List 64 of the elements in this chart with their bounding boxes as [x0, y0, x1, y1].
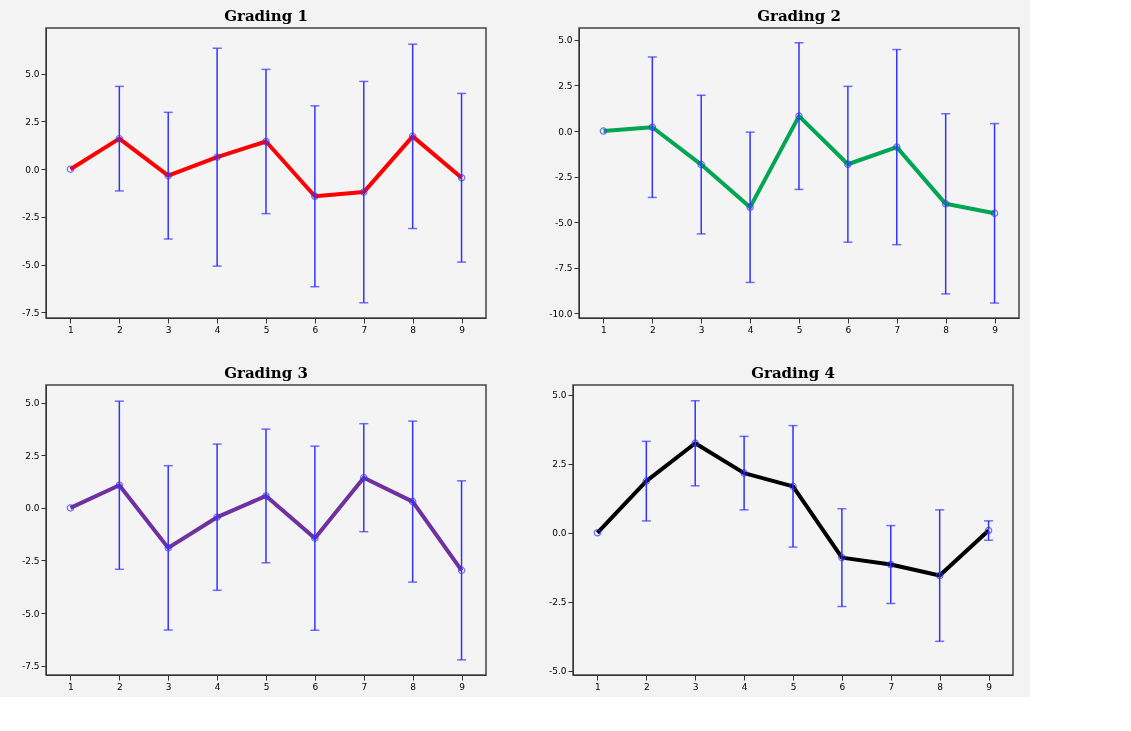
- x-tick-label: 5: [790, 681, 797, 692]
- x-tick-label: 4: [741, 681, 748, 692]
- x-tick-label: 3: [165, 681, 172, 692]
- x-tick-label: 4: [747, 324, 754, 335]
- y-tick-label: 2.5: [552, 459, 567, 470]
- y-tick-label: 2.5: [558, 80, 573, 91]
- x-tick-label: 9: [986, 681, 993, 692]
- y-tick-label: 5.0: [25, 69, 40, 80]
- x-tick-label: 8: [410, 324, 417, 335]
- y-tick-label: 0.0: [558, 126, 573, 137]
- x-tick-label: 6: [312, 324, 319, 335]
- y-tick-label: -5.0: [21, 608, 40, 619]
- y-tick-label: 2.5: [25, 116, 40, 127]
- x-tick-label: 7: [888, 681, 895, 692]
- y-tick-label: -2.5: [21, 212, 40, 223]
- y-tick-label: 0.0: [25, 164, 40, 175]
- y-tick-label: -2.5: [554, 172, 573, 183]
- x-tick-label: 4: [214, 324, 221, 335]
- y-tick-label: -5.0: [21, 260, 40, 271]
- y-tick-label: 0.0: [552, 528, 567, 539]
- chart-title: Grading 2: [757, 7, 841, 25]
- x-tick-label: 3: [165, 324, 172, 335]
- x-tick-label: 5: [263, 324, 270, 335]
- y-tick-label: -7.5: [21, 307, 40, 318]
- x-tick-label: 2: [649, 324, 656, 335]
- x-tick-label: 2: [116, 681, 123, 692]
- x-tick-label: 5: [796, 324, 803, 335]
- x-tick-label: 8: [943, 324, 950, 335]
- x-tick-label: 8: [410, 681, 417, 692]
- y-tick-label: 2.5: [25, 450, 40, 461]
- x-tick-label: 9: [459, 324, 466, 335]
- x-tick-label: 1: [595, 681, 601, 692]
- x-tick-label: 1: [68, 681, 74, 692]
- x-tick-label: 5: [263, 681, 270, 692]
- x-tick-label: 6: [845, 324, 852, 335]
- chart-title: Grading 1: [224, 7, 308, 25]
- x-tick-label: 1: [68, 324, 74, 335]
- x-tick-label: 7: [894, 324, 901, 335]
- y-tick-label: -10.0: [549, 308, 573, 319]
- x-tick-label: 2: [643, 681, 650, 692]
- chart-title: Grading 3: [224, 364, 308, 382]
- x-tick-label: 7: [361, 324, 368, 335]
- x-tick-label: 1: [601, 324, 607, 335]
- x-tick-label: 3: [692, 681, 699, 692]
- x-tick-label: 2: [116, 324, 123, 335]
- x-tick-label: 3: [698, 324, 705, 335]
- x-tick-label: 4: [214, 681, 221, 692]
- chart-title: Grading 4: [751, 364, 835, 382]
- y-tick-label: -2.5: [21, 555, 40, 566]
- x-tick-label: 6: [839, 681, 846, 692]
- y-tick-label: 5.0: [25, 398, 40, 409]
- x-tick-label: 8: [937, 681, 944, 692]
- x-tick-label: 9: [992, 324, 999, 335]
- y-tick-label: -5.0: [554, 217, 573, 228]
- y-tick-label: -7.5: [21, 661, 40, 672]
- y-tick-label: -2.5: [548, 597, 567, 608]
- y-tick-label: -7.5: [554, 263, 573, 274]
- y-tick-label: 0.0: [25, 503, 40, 514]
- x-tick-label: 7: [361, 681, 368, 692]
- x-tick-label: 9: [459, 681, 466, 692]
- y-tick-label: 5.0: [552, 390, 567, 401]
- y-tick-label: -5.0: [548, 666, 567, 677]
- x-tick-label: 6: [312, 681, 319, 692]
- y-tick-label: 5.0: [558, 35, 573, 46]
